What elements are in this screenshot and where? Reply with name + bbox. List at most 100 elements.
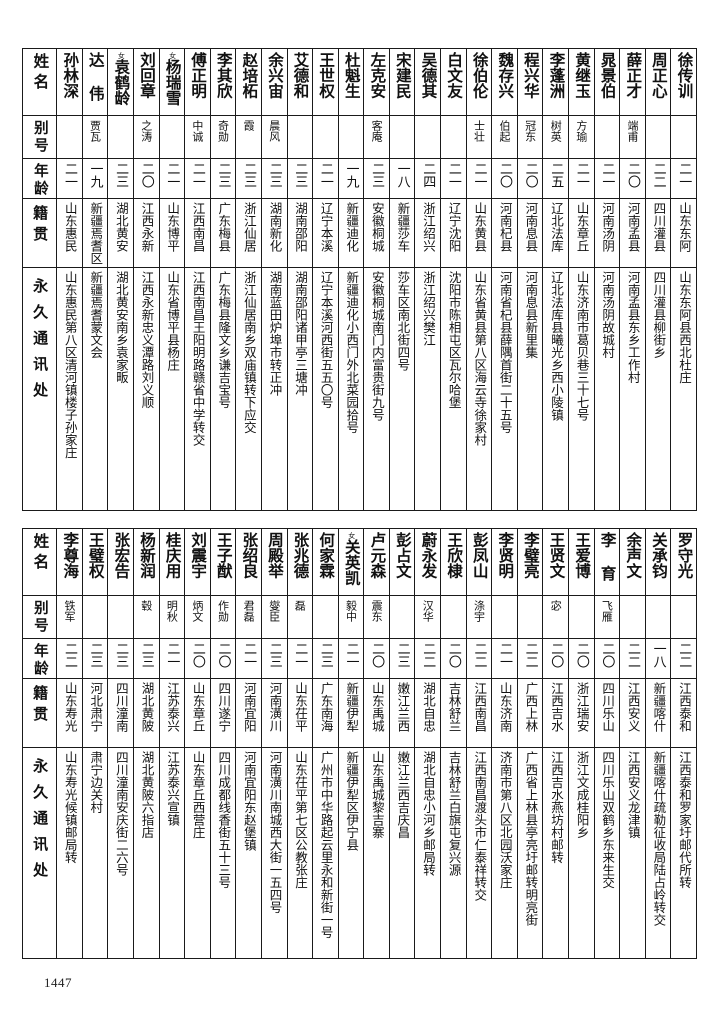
cell-text: 山东茌平 bbox=[293, 682, 309, 732]
cell-text: 王贤文 bbox=[547, 532, 566, 579]
cell-text: 山东博平 bbox=[165, 202, 181, 252]
roster-cell-origin: 湖北黄陂 bbox=[132, 678, 160, 748]
roster-cell-age: 二一 bbox=[440, 158, 467, 199]
cell-text: 孙林深 bbox=[61, 52, 80, 99]
roster-cell-origin: 四川灌县 bbox=[644, 198, 672, 268]
roster-cell-alias bbox=[56, 115, 83, 159]
cell-text: 河南息县 bbox=[523, 202, 539, 252]
roster-cell-origin: 山东博平 bbox=[158, 198, 186, 268]
cell-text: 黄继玉 bbox=[573, 52, 592, 99]
cell-text: 河南杞县 bbox=[497, 202, 513, 252]
roster-legend-address: 永久通讯处 bbox=[21, 747, 58, 959]
roster-cell-origin: 山东章丘 bbox=[184, 678, 211, 748]
roster-cell-address: 四川成都线香街五十三号 bbox=[209, 747, 237, 959]
roster-cell-origin: 安徽桐城 bbox=[363, 198, 390, 268]
roster-cell-origin: 山东济南 bbox=[491, 678, 518, 748]
roster-cell-age: 二三 bbox=[107, 158, 134, 199]
cell-text: 山东禹城黎吉寨 bbox=[369, 751, 385, 839]
roster-cell-alias bbox=[644, 595, 672, 639]
roster-cell-origin: 湖北自忠 bbox=[414, 678, 442, 748]
roster-cell-age: 一九 bbox=[81, 158, 109, 199]
roster-cell-alias bbox=[670, 115, 697, 159]
roster-legend-age: 年龄 bbox=[21, 638, 58, 679]
roster-cell-origin: 新疆迪化 bbox=[337, 198, 365, 268]
roster-cell-origin: 四川遂宁 bbox=[209, 678, 237, 748]
cell-text: 端甫 bbox=[626, 120, 640, 142]
roster-cell-origin: 江西南昌 bbox=[465, 678, 493, 748]
cell-text: 河南宜阳 bbox=[241, 682, 257, 732]
cell-text: 山东东阿 bbox=[676, 202, 692, 252]
roster-legend-origin: 籍贯 bbox=[21, 198, 58, 268]
cell-text: 赵培柘 bbox=[240, 52, 259, 99]
roster-cell-alias bbox=[593, 115, 621, 159]
roster-cell-address: 莎车区南北街四号 bbox=[388, 267, 416, 511]
roster-cell-alias: 作勋 bbox=[209, 595, 237, 639]
roster-cell-origin: 浙江绍兴 bbox=[414, 198, 442, 268]
cell-text: 江西南昌渡头市仁泰祥转交 bbox=[472, 751, 488, 901]
roster-cell-name: 彭占文 bbox=[388, 528, 416, 596]
roster-cell-address: 吉林舒兰白旗屯复兴源 bbox=[440, 747, 467, 959]
cell-text: 吴德其 bbox=[419, 52, 438, 99]
roster-cell-age: 二二 bbox=[619, 638, 646, 679]
roster-cell-age: 二〇 bbox=[593, 638, 621, 679]
cell-text: 关承钧 bbox=[649, 532, 668, 579]
roster-cell-age: 一九 bbox=[337, 158, 365, 199]
cell-text: 二〇 bbox=[599, 642, 615, 668]
cell-text: 二三 bbox=[317, 642, 333, 668]
roster-cell-address: 新疆伊犁区伊宁县 bbox=[337, 747, 365, 959]
cell-text: 王子猷 bbox=[214, 532, 233, 579]
roster-cell-age: 一八 bbox=[644, 638, 672, 679]
cell-text: 袁鹤龄女 bbox=[112, 52, 131, 106]
cell-text: 宋建民 bbox=[393, 52, 412, 99]
cell-text: 方瑜 bbox=[574, 120, 588, 142]
roster-cell-address: 山东省博平县杨庄 bbox=[158, 267, 186, 511]
roster-cell-address: 嫩江兰西吉庆昌 bbox=[388, 747, 416, 959]
roster-cell-origin: 浙江瑞安 bbox=[568, 678, 595, 748]
cell-text: 李尊海 bbox=[61, 532, 80, 579]
cell-text: 余声文 bbox=[624, 532, 643, 579]
roster-cell-origin: 湖南邵阳 bbox=[286, 198, 314, 268]
roster-cell-age: 二三 bbox=[363, 158, 390, 199]
cell-text: 杜魁生 bbox=[342, 52, 361, 99]
roster-cell-alias: 燮臣 bbox=[260, 595, 288, 639]
cell-text: 广东梅县隆文乡谦吉宝号 bbox=[216, 271, 232, 409]
cell-text: 浙江绍兴樊江 bbox=[421, 271, 437, 346]
cell-text: 炳文 bbox=[190, 600, 204, 622]
roster-cell-origin: 山东惠民 bbox=[56, 198, 83, 268]
legend-text: 籍贯 bbox=[31, 205, 50, 247]
roster-cell-address: 江西安义龙津镇 bbox=[619, 747, 646, 959]
cell-text: 吉林舒兰白旗屯复兴源 bbox=[446, 751, 462, 876]
roster-cell-origin: 吉林舒兰 bbox=[440, 678, 467, 748]
cell-text: 白文友 bbox=[445, 52, 464, 99]
cell-text: 广东南海 bbox=[318, 682, 334, 732]
cell-text: 二一 bbox=[471, 162, 487, 188]
cell-text: 晁景伯 bbox=[598, 52, 617, 99]
roster-cell-alias: 客庵 bbox=[363, 115, 390, 159]
cell-text: 山东省黄县第八区海云寺徐家村 bbox=[472, 271, 488, 446]
cell-text: 蔚永发 bbox=[419, 532, 438, 579]
cell-text: 河南省杞县薛隅首街二十五号 bbox=[497, 271, 513, 434]
cell-text: 桂庆用 bbox=[163, 532, 182, 579]
roster-cell-age: 二〇 bbox=[363, 638, 390, 679]
legend-text: 永久通讯处 bbox=[31, 278, 50, 408]
roster-cell-address: 江西吉水燕坊村邮转 bbox=[542, 747, 570, 959]
roster-cell-address: 河南省杞县薛隅首街二十五号 bbox=[491, 267, 518, 511]
roster-cell-name: 孙林深 bbox=[56, 48, 83, 116]
cell-text: 李璧亮 bbox=[521, 532, 540, 579]
roster-legend-name: 姓名 bbox=[21, 48, 58, 116]
roster-cell-address: 河南息县新里集 bbox=[516, 267, 544, 511]
cell-text: 江西吉水燕坊村邮转 bbox=[548, 751, 564, 864]
roster-cell-name: 左克安 bbox=[363, 48, 390, 116]
roster-cell-origin: 广东南海 bbox=[312, 678, 339, 748]
cell-text: 四川潼南安庆街二六号 bbox=[113, 751, 129, 876]
roster-cell-age: 二二 bbox=[516, 638, 544, 679]
roster-cell-name: 张宏告 bbox=[107, 528, 134, 596]
cell-text: 二五 bbox=[548, 162, 564, 188]
roster-cell-alias: 炳文 bbox=[184, 595, 211, 639]
roster-cell-origin: 辽宁沈阳 bbox=[440, 198, 467, 268]
roster-cell-address: 浙江绍兴樊江 bbox=[414, 267, 442, 511]
cell-text: 二二 bbox=[471, 642, 487, 668]
roster-cell-alias bbox=[107, 595, 134, 639]
roster-cell-name: 王子猷 bbox=[209, 528, 237, 596]
cell-text: 王世权 bbox=[317, 52, 336, 99]
